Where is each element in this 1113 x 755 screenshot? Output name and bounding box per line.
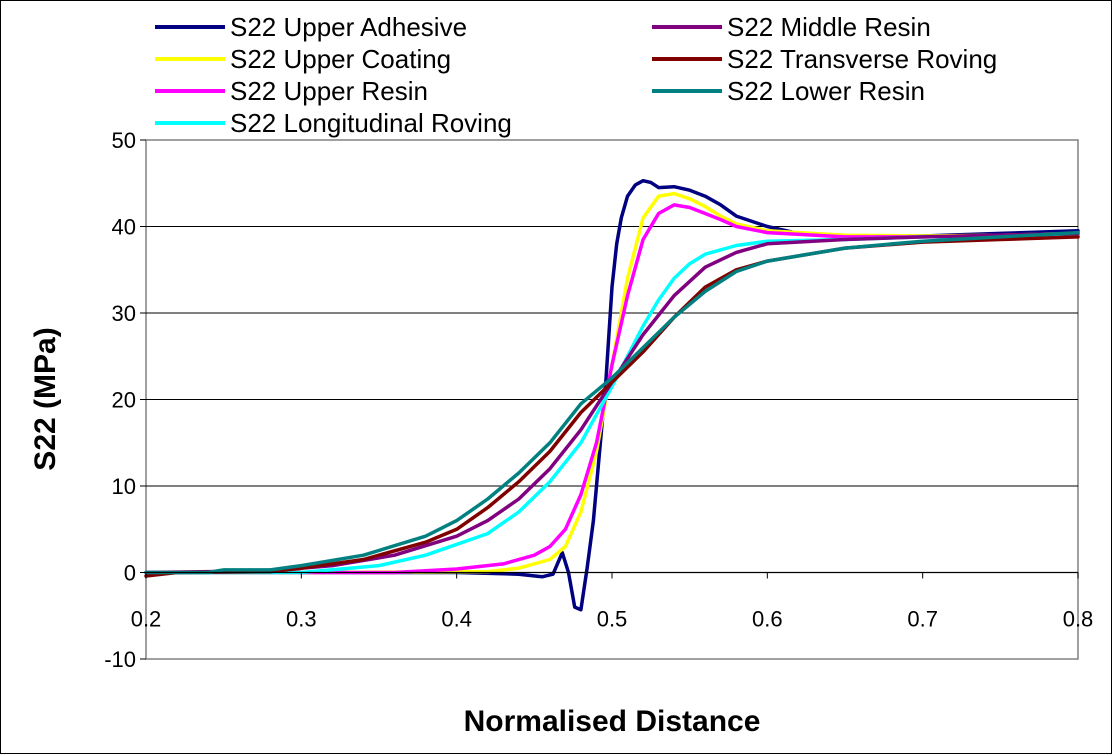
y-tick-label: 40	[112, 215, 136, 240]
series-line	[144, 203, 1080, 575]
x-tick-label: 0.6	[752, 607, 783, 632]
x-tick-label: 0.7	[907, 607, 938, 632]
series-layer	[144, 178, 1080, 612]
x-tick-label: 0.5	[597, 607, 628, 632]
axis-ticks: -10 0 10 20 30 40 50 0.2 0.3 0.4 0.5 0.6 0.7 0.8	[104, 128, 1093, 672]
legend-label: S22 Longitudinal Roving	[230, 108, 512, 138]
y-tick-label: 50	[112, 128, 136, 153]
legend-label: S22 Upper Resin	[230, 76, 428, 106]
x-tick-label: 0.8	[1063, 607, 1094, 632]
legend-label: S22 Middle Resin	[727, 12, 931, 42]
y-tick-label: 30	[112, 301, 136, 326]
legend-label: S22 Upper Adhesive	[230, 12, 467, 42]
x-tick-label: 0.2	[131, 607, 162, 632]
y-tick-label: 20	[112, 388, 136, 413]
legend-label: S22 Transverse Roving	[727, 44, 997, 74]
series-line	[144, 178, 1080, 612]
y-axis-title: S22 (MPa)	[29, 327, 62, 470]
series-line	[144, 230, 1080, 575]
legend-label: S22 Lower Resin	[727, 76, 925, 106]
y-tick-label: -10	[104, 647, 136, 672]
series-line	[144, 231, 1080, 575]
y-tick-label: 0	[124, 561, 136, 586]
legend-label: S22 Upper Coating	[230, 44, 451, 74]
x-tick-label: 0.4	[441, 607, 472, 632]
x-axis-title: Normalised Distance	[464, 705, 761, 738]
x-tick-label: 0.3	[286, 607, 317, 632]
series-line	[144, 233, 1080, 575]
y-tick-label: 10	[112, 474, 136, 499]
